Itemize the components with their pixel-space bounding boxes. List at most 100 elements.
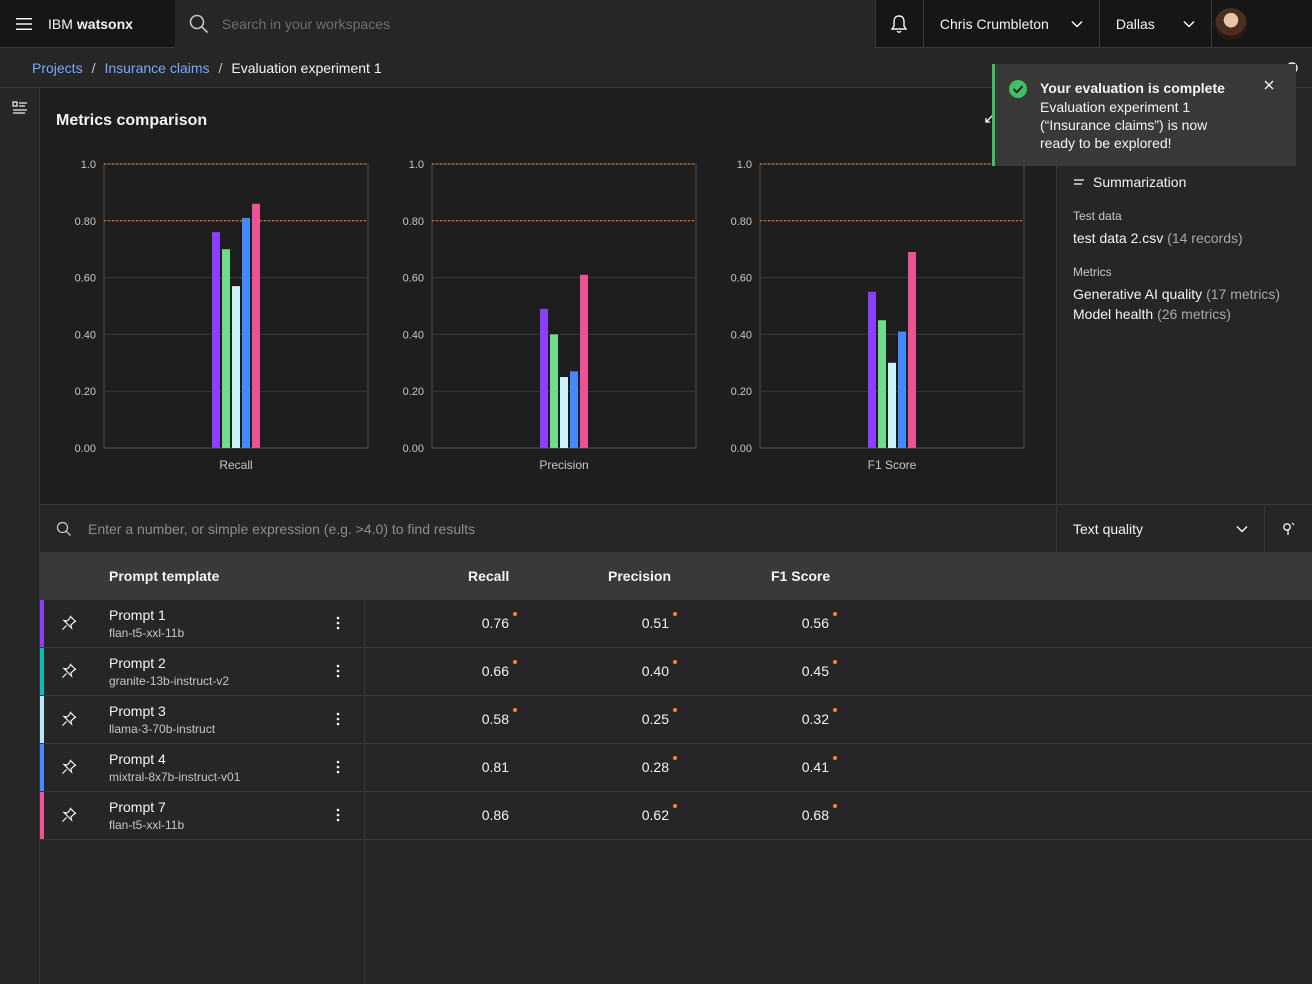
y-tick-label: 0.00 — [403, 443, 424, 455]
account-dropdown[interactable]: Chris Crumbleton — [922, 0, 1099, 48]
table-row[interactable]: Prompt 3 llama-3-70b-instruct 0.58 0.25 0.32 — [40, 696, 1312, 744]
bar — [878, 320, 886, 448]
pin-icon[interactable] — [61, 711, 77, 727]
y-tick-label: 0.20 — [75, 386, 96, 398]
y-tick-label: 0.60 — [75, 273, 96, 285]
y-tick-label: 0.80 — [403, 216, 424, 228]
text-lines-icon — [1074, 179, 1084, 185]
prompt-name: Prompt 2 — [109, 655, 166, 671]
row-color-indicator — [40, 696, 44, 743]
y-tick-label: 0.60 — [731, 273, 752, 285]
overflow-menu-icon[interactable] — [336, 808, 340, 822]
chevron-down-icon — [1071, 20, 1083, 28]
table-row[interactable]: Prompt 2 granite-13b-instruct-v2 0.66 0.40 0… — [40, 648, 1312, 696]
y-tick-label: 0.40 — [403, 329, 424, 341]
table-row[interactable]: Prompt 4 mixtral-8x7b-instruct-v01 0.81 0.2… — [40, 744, 1312, 792]
prompt-name: Prompt 1 — [109, 607, 166, 623]
y-tick-label: 0.00 — [75, 443, 96, 455]
results-table: Prompt template Recall Precision F1 Scor… — [40, 552, 1312, 984]
pin-icon[interactable] — [61, 807, 77, 823]
metrics-charts: 1.0 0.80 0.60 0.40 0.20 0.00 Recall 1.0 0.80 0.60… — [75, 159, 1025, 472]
magic-wand-icon — [1282, 522, 1294, 535]
table-row[interactable]: Prompt 7 flan-t5-xxl-11b 0.86 0.62 0.68 — [40, 792, 1312, 840]
precision-value: 0.25 — [641, 711, 669, 727]
y-tick-label: 0.40 — [75, 329, 96, 341]
breadcrumb-separator: / — [218, 59, 223, 76]
threshold-warning-dot — [833, 708, 837, 712]
row-color-indicator — [40, 648, 44, 695]
bar — [580, 274, 588, 448]
row-color-indicator — [40, 792, 44, 839]
test-data-records: (14 records) — [1167, 230, 1243, 246]
threshold-warning-dot — [673, 804, 677, 808]
bar — [898, 331, 906, 448]
results-search-placeholder: Enter a number, or simple expression (e.… — [88, 520, 476, 537]
menu-icon[interactable] — [0, 0, 48, 48]
metric-group-1: Generative AI quality (17 metrics) — [1073, 286, 1280, 302]
close-icon[interactable] — [1264, 80, 1274, 90]
threshold-warning-dot — [833, 756, 837, 760]
threshold-warning-dot — [673, 756, 677, 760]
test-data-value: test data 2.csv (14 records) — [1073, 230, 1243, 246]
recall-value: 0.76 — [481, 615, 509, 631]
y-tick-label: 0.40 — [731, 329, 752, 341]
brand-ibm: IBM — [48, 16, 73, 32]
test-data-file: test data 2.csv — [1073, 230, 1164, 246]
notification-title: Your evaluation is complete — [1040, 80, 1225, 96]
breadcrumb-projects[interactable]: Projects — [32, 59, 83, 76]
row-color-indicator — [40, 744, 44, 791]
col-prompt-template[interactable]: Prompt template — [109, 568, 220, 584]
metrics-label: Metrics — [1073, 265, 1112, 279]
row-color-indicator — [40, 600, 44, 647]
y-tick-label: 0.80 — [731, 216, 752, 228]
top-header: IBM watsonx Search in your workspaces Ch… — [0, 0, 1312, 48]
f1-value: 0.45 — [801, 663, 829, 679]
bell-icon — [891, 15, 908, 33]
pin-icon[interactable] — [61, 663, 77, 679]
table-row[interactable]: Prompt 1 flan-t5-xxl-11b 0.76 0.51 0.56 — [40, 600, 1312, 648]
bar — [888, 362, 896, 448]
pin-icon[interactable] — [61, 759, 77, 775]
col-precision[interactable]: Precision — [608, 568, 672, 584]
bar — [570, 371, 578, 448]
recall-value: 0.86 — [481, 807, 509, 823]
settings-adjust-button[interactable] — [1264, 504, 1312, 553]
col-f1-score[interactable]: F1 Score — [771, 568, 831, 584]
col-recall[interactable]: Recall — [468, 568, 510, 584]
overflow-menu-icon[interactable] — [336, 760, 340, 774]
f1-value: 0.41 — [801, 759, 829, 775]
chevron-down-icon — [1236, 525, 1248, 533]
threshold-warning-dot — [513, 612, 517, 616]
bar — [242, 217, 250, 448]
threshold-warning-dot — [673, 660, 677, 664]
results-search-input[interactable]: Enter a number, or simple expression (e.… — [40, 505, 1056, 553]
notifications-button[interactable] — [874, 0, 923, 48]
table-of-contents-icon[interactable] — [12, 100, 28, 116]
metric-group-dropdown[interactable]: Text quality — [1056, 504, 1264, 553]
breadcrumb-insurance-claims[interactable]: Insurance claims — [104, 59, 210, 76]
recall-value: 0.66 — [481, 663, 509, 679]
column-divider — [364, 600, 365, 984]
checkmark-filled-icon — [1009, 80, 1027, 98]
prompt-name: Prompt 3 — [109, 703, 166, 719]
global-search-input[interactable]: Search in your workspaces — [174, 0, 875, 48]
product-name[interactable]: IBM watsonx — [48, 0, 175, 48]
brand-product: watsonx — [76, 16, 133, 32]
threshold-warning-dot — [833, 660, 837, 664]
precision-value: 0.51 — [641, 615, 669, 631]
success-notification: Your evaluation is complete Evaluation e… — [992, 64, 1296, 166]
y-tick-label: 1.0 — [737, 159, 752, 171]
bar — [232, 286, 240, 448]
overflow-menu-icon[interactable] — [336, 712, 340, 726]
threshold-warning-dot — [513, 708, 517, 712]
precision-value: 0.40 — [641, 663, 669, 679]
overflow-menu-icon[interactable] — [336, 664, 340, 678]
user-avatar-button[interactable] — [1210, 0, 1251, 48]
region-dropdown[interactable]: Dallas — [1098, 0, 1211, 48]
threshold-warning-dot — [673, 708, 677, 712]
model-id: llama-3-70b-instruct — [109, 722, 216, 736]
pin-icon[interactable] — [61, 615, 77, 631]
overflow-menu-icon[interactable] — [336, 616, 340, 630]
bar — [908, 252, 916, 448]
collapse-icon[interactable] — [984, 114, 994, 124]
